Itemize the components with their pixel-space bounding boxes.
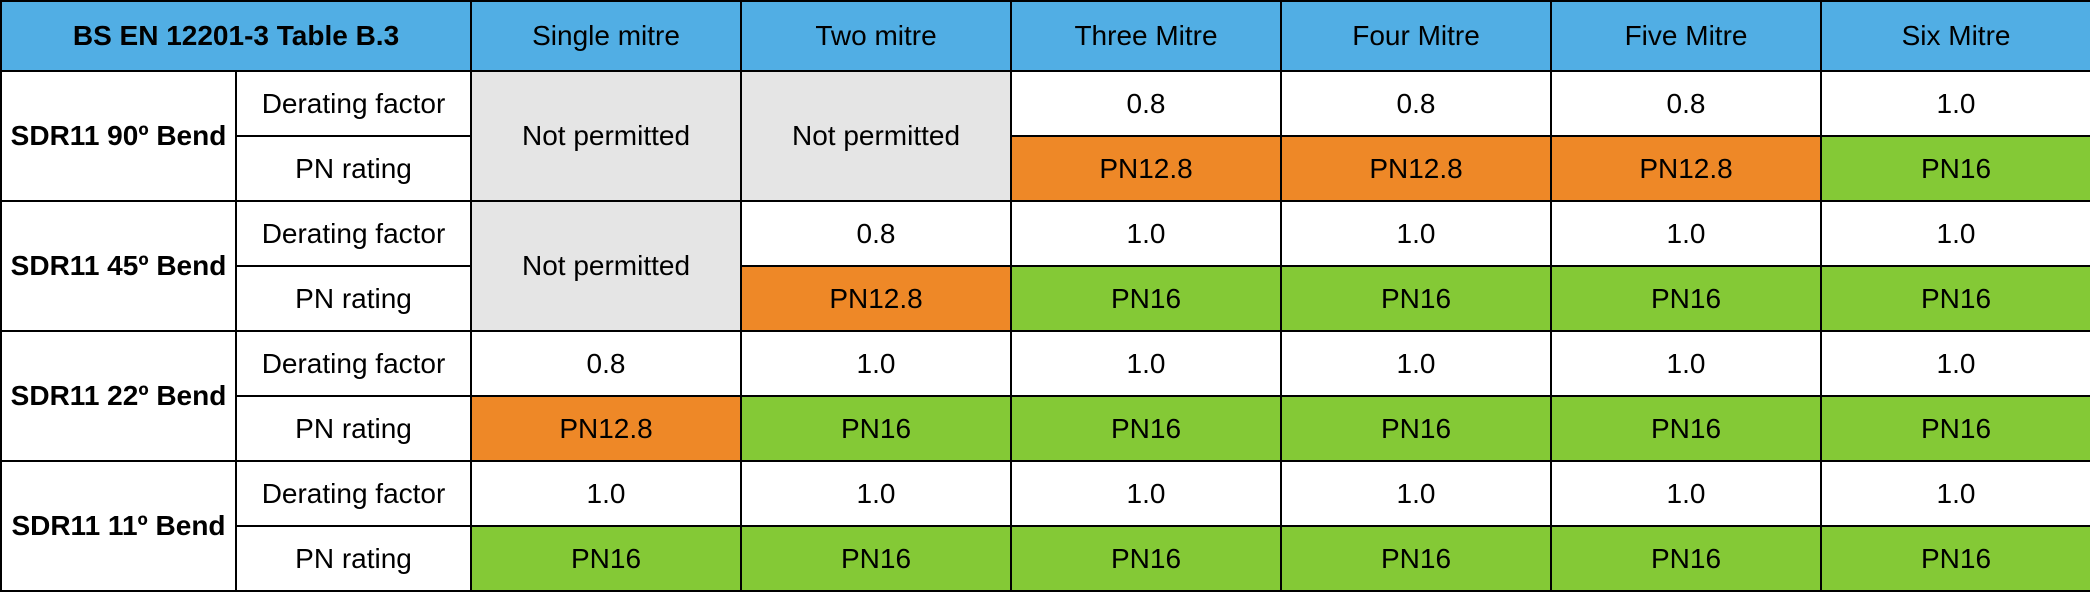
table-cell: 1.0 bbox=[1821, 201, 2090, 266]
table-cell: PN16 bbox=[1281, 396, 1551, 461]
mitre-header: Five Mitre bbox=[1551, 1, 1821, 71]
table-cell: 1.0 bbox=[1011, 461, 1281, 526]
table-cell: 0.8 bbox=[1011, 71, 1281, 136]
table-row: PN ratingPN16PN16PN16PN16PN16PN16 bbox=[1, 526, 2090, 591]
table-cell: 1.0 bbox=[1821, 461, 2090, 526]
table-cell: 1.0 bbox=[1281, 461, 1551, 526]
table-cell: PN12.8 bbox=[741, 266, 1011, 331]
param-label-pn: PN rating bbox=[236, 136, 471, 201]
table-cell: 0.8 bbox=[471, 331, 741, 396]
mitre-header: Three Mitre bbox=[1011, 1, 1281, 71]
table-cell: 1.0 bbox=[1281, 201, 1551, 266]
table-cell: Not permitted bbox=[741, 71, 1011, 201]
table-row: PN ratingPN12.8PN12.8PN12.8PN16 bbox=[1, 136, 2090, 201]
table-cell: PN16 bbox=[1821, 136, 2090, 201]
param-label-derating: Derating factor bbox=[236, 201, 471, 266]
table-cell: PN16 bbox=[1821, 396, 2090, 461]
table-cell: 1.0 bbox=[1011, 201, 1281, 266]
mitre-header: Four Mitre bbox=[1281, 1, 1551, 71]
table-cell: PN12.8 bbox=[1281, 136, 1551, 201]
bend-label: SDR11 45º Bend bbox=[1, 201, 236, 331]
table-title: BS EN 12201-3 Table B.3 bbox=[1, 1, 471, 71]
table-cell: PN16 bbox=[1281, 526, 1551, 591]
table-cell: PN16 bbox=[1011, 396, 1281, 461]
table-cell: PN16 bbox=[1821, 266, 2090, 331]
table-cell: PN16 bbox=[741, 526, 1011, 591]
table-row: SDR11 22º BendDerating factor0.81.01.01.… bbox=[1, 331, 2090, 396]
table-cell: PN16 bbox=[1551, 266, 1821, 331]
table-cell: 1.0 bbox=[1551, 461, 1821, 526]
param-label-derating: Derating factor bbox=[236, 331, 471, 396]
table-row: PN ratingPN12.8PN16PN16PN16PN16PN16 bbox=[1, 396, 2090, 461]
bend-label: SDR11 90º Bend bbox=[1, 71, 236, 201]
table-cell: PN16 bbox=[1281, 266, 1551, 331]
table-cell: Not permitted bbox=[471, 201, 741, 331]
table-cell: 1.0 bbox=[1281, 331, 1551, 396]
table-cell: PN16 bbox=[1011, 526, 1281, 591]
bend-label: SDR11 22º Bend bbox=[1, 331, 236, 461]
param-label-pn: PN rating bbox=[236, 526, 471, 591]
table-cell: PN16 bbox=[741, 396, 1011, 461]
mitre-header: Two mitre bbox=[741, 1, 1011, 71]
param-label-pn: PN rating bbox=[236, 396, 471, 461]
table-cell: 0.8 bbox=[1281, 71, 1551, 136]
table-cell: PN16 bbox=[471, 526, 741, 591]
table-cell: Not permitted bbox=[471, 71, 741, 201]
table-cell: PN12.8 bbox=[1011, 136, 1281, 201]
table-cell: 1.0 bbox=[1821, 331, 2090, 396]
param-label-derating: Derating factor bbox=[236, 71, 471, 136]
table-cell: 1.0 bbox=[1551, 331, 1821, 396]
param-label-pn: PN rating bbox=[236, 266, 471, 331]
table-cell: 1.0 bbox=[741, 461, 1011, 526]
table-cell: PN12.8 bbox=[1551, 136, 1821, 201]
param-label-derating: Derating factor bbox=[236, 461, 471, 526]
table-cell: 1.0 bbox=[741, 331, 1011, 396]
table-cell: PN16 bbox=[1011, 266, 1281, 331]
mitre-header: Six Mitre bbox=[1821, 1, 2090, 71]
table-cell: 1.0 bbox=[1551, 201, 1821, 266]
mitre-header: Single mitre bbox=[471, 1, 741, 71]
table-row: SDR11 90º BendDerating factorNot permitt… bbox=[1, 71, 2090, 136]
table-cell: PN12.8 bbox=[471, 396, 741, 461]
table-cell: PN16 bbox=[1551, 526, 1821, 591]
table-cell: 1.0 bbox=[1011, 331, 1281, 396]
table-cell: 0.8 bbox=[741, 201, 1011, 266]
table-cell: 0.8 bbox=[1551, 71, 1821, 136]
mitre-table: BS EN 12201-3 Table B.3Single mitreTwo m… bbox=[0, 0, 2090, 592]
table-cell: PN16 bbox=[1821, 526, 2090, 591]
table-row: SDR11 11º BendDerating factor1.01.01.01.… bbox=[1, 461, 2090, 526]
table-cell: 1.0 bbox=[471, 461, 741, 526]
table-row: PN ratingPN12.8PN16PN16PN16PN16 bbox=[1, 266, 2090, 331]
table-cell: 1.0 bbox=[1821, 71, 2090, 136]
bend-label: SDR11 11º Bend bbox=[1, 461, 236, 591]
table-row: SDR11 45º BendDerating factorNot permitt… bbox=[1, 201, 2090, 266]
table-header-row: BS EN 12201-3 Table B.3Single mitreTwo m… bbox=[1, 1, 2090, 71]
table-cell: PN16 bbox=[1551, 396, 1821, 461]
